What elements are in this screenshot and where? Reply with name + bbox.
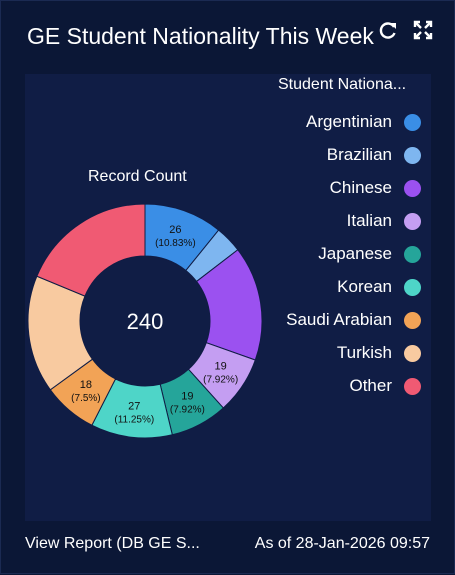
legend-label: Argentinian xyxy=(305,112,392,131)
legend-label: Other xyxy=(349,376,392,395)
legend-swatch xyxy=(404,113,421,131)
legend-swatch xyxy=(404,278,421,296)
legend-swatch xyxy=(404,344,421,362)
legend-swatch xyxy=(404,377,421,395)
legend-item-argentinian[interactable]: Argentinian xyxy=(306,111,421,133)
as-of-timestamp: As of 28-Jan-2026 09:57 xyxy=(254,535,430,552)
legend-label: Brazilian xyxy=(326,145,392,164)
legend-item-other[interactable]: Other xyxy=(349,375,421,397)
legend-label: Korean xyxy=(337,277,392,296)
legend-item-korean[interactable]: Korean xyxy=(337,276,421,298)
legend-item-italian[interactable]: Italian xyxy=(347,210,421,232)
legend-label: Saudi Arabian xyxy=(286,310,392,329)
legend-swatch xyxy=(404,311,421,329)
legend-item-saudi-arabian[interactable]: Saudi Arabian xyxy=(286,309,421,331)
card-title: GE Student Nationality This Week xyxy=(27,23,374,49)
legend-item-brazilian[interactable]: Brazilian xyxy=(327,144,421,166)
legend-title: Student Nationa... xyxy=(278,76,407,93)
legend-label: Japanese xyxy=(318,244,392,263)
chart-title: Record Count xyxy=(88,168,187,185)
legend-swatch xyxy=(404,245,421,263)
legend-item-japanese[interactable]: Japanese xyxy=(318,243,421,265)
view-report-link[interactable]: View Report (DB GE S... xyxy=(25,535,200,552)
legend-item-turkish[interactable]: Turkish xyxy=(337,342,421,364)
expand-icon[interactable] xyxy=(412,19,434,41)
legend-label: Turkish xyxy=(336,343,392,362)
legend-swatch xyxy=(404,179,421,197)
legend-swatch xyxy=(404,146,421,164)
legend-label: Chinese xyxy=(329,178,392,197)
legend-swatch xyxy=(404,212,421,230)
legend-item-chinese[interactable]: Chinese xyxy=(330,177,421,199)
refresh-icon[interactable] xyxy=(377,19,399,41)
legend-label: Italian xyxy=(346,211,392,230)
